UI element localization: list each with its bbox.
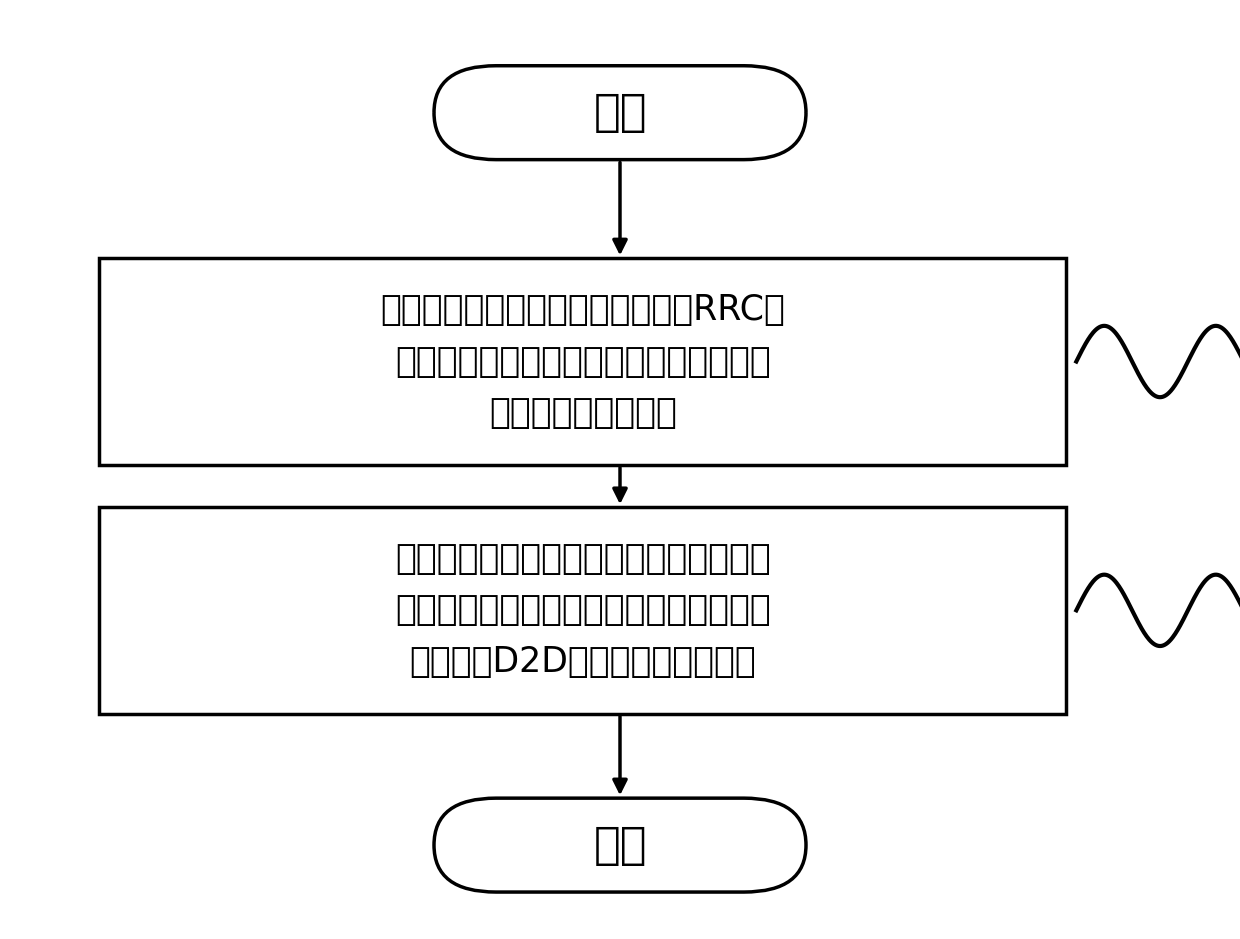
Text: 结束: 结束 <box>593 824 647 867</box>
Text: 选择进行D2D中继通信的中继终端: 选择进行D2D中继通信的中继终端 <box>409 645 756 679</box>
FancyBboxPatch shape <box>99 507 1066 714</box>
Text: 开始: 开始 <box>593 91 647 134</box>
FancyBboxPatch shape <box>434 798 806 892</box>
Text: 终端的服务小区信息: 终端的服务小区信息 <box>489 396 677 430</box>
FancyBboxPatch shape <box>434 66 806 160</box>
Text: 所述至少一个中继终端的服务小区信息，: 所述至少一个中继终端的服务小区信息， <box>394 593 771 627</box>
Text: 根据所述远端终端的当前服务小区信息和: 根据所述远端终端的当前服务小区信息和 <box>394 542 771 576</box>
FancyBboxPatch shape <box>99 258 1066 465</box>
Text: 处于网络覆盖范围内且与基站建立RRC连: 处于网络覆盖范围内且与基站建立RRC连 <box>381 293 785 327</box>
Text: 接的远端终端获取待选择的至少一个中继: 接的远端终端获取待选择的至少一个中继 <box>394 345 771 378</box>
